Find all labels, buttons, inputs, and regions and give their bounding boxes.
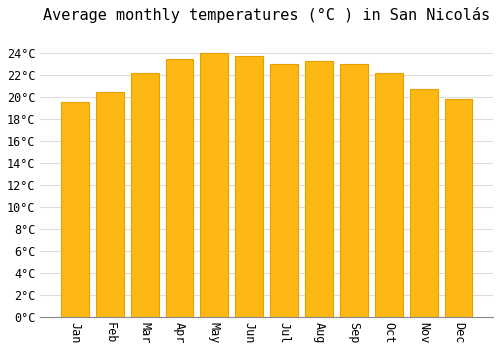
Bar [166,58,194,317]
Bar [375,73,402,317]
Title: Average monthly temperatures (°C ) in San Nicolás: Average monthly temperatures (°C ) in Sa… [43,7,490,23]
Bar [444,99,472,317]
Bar [410,89,438,317]
Bar [305,61,333,317]
Bar [236,56,263,317]
Bar [200,53,228,317]
Bar [130,73,158,317]
Bar [96,91,124,317]
Bar [270,64,298,317]
Bar [61,103,89,317]
Bar [340,64,368,317]
